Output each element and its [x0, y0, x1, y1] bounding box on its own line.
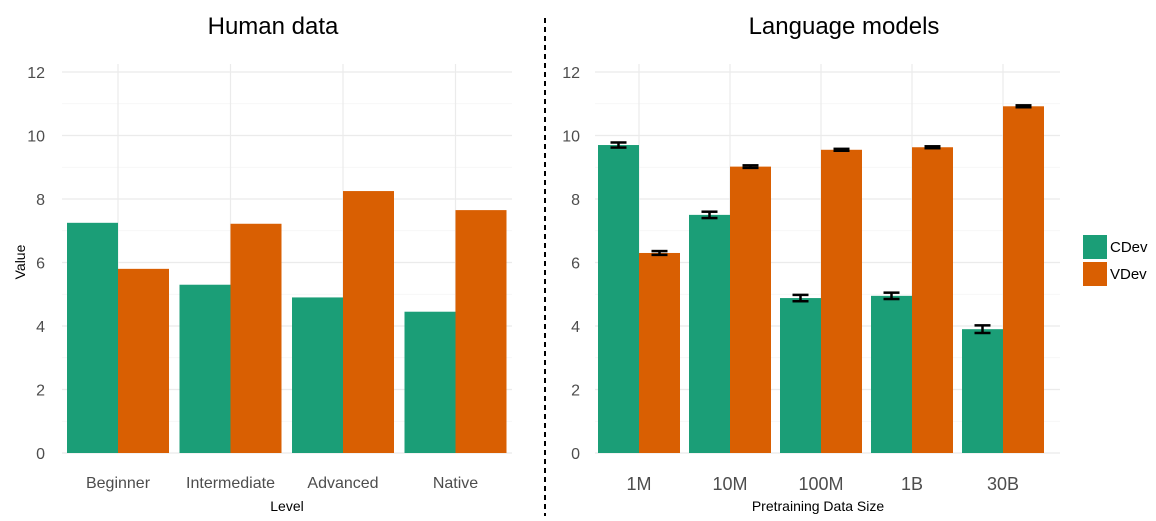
error-bar-cdev-1m — [610, 141, 627, 149]
legend: CDev VDev — [1083, 235, 1148, 286]
x-tick-label: 30B — [987, 474, 1019, 494]
error-bar-vdev-1b — [924, 145, 941, 150]
bar-vdev-100m — [821, 149, 862, 453]
error-bar-cdev-30b — [974, 324, 991, 335]
y-tick-label: 2 — [36, 383, 45, 400]
bar-vdev-beginner — [118, 268, 169, 453]
bar-cdev-native — [404, 311, 456, 453]
error-bar-cdev-100m — [792, 293, 809, 303]
right-x-axis-label: Pretraining Data Size — [752, 498, 885, 514]
bar-cdev-1m — [598, 145, 639, 453]
y-tick-label: 12 — [562, 65, 580, 82]
error-bar-vdev-10m — [742, 164, 759, 170]
legend-label-cdev: CDev — [1110, 239, 1148, 256]
y-tick-label: 6 — [571, 256, 580, 273]
y-tick-label: 2 — [571, 383, 580, 400]
error-bar-vdev-1m — [651, 249, 668, 257]
y-tick-label: 0 — [571, 446, 580, 463]
y-tick-label: 6 — [36, 256, 45, 273]
bar-vdev-10m — [730, 166, 771, 454]
y-tick-label: 10 — [562, 129, 580, 146]
y-axis-label: Value — [12, 244, 28, 279]
y-tick-label: 4 — [36, 319, 45, 336]
bar-cdev-10m — [689, 214, 730, 453]
bar-cdev-100m — [780, 298, 821, 453]
x-tick-label: 1M — [626, 474, 651, 494]
error-bar-cdev-1b — [883, 291, 900, 301]
bar-vdev-intermediate — [230, 223, 282, 453]
y-tick-label: 4 — [571, 319, 580, 336]
legend-label-vdev: VDev — [1110, 266, 1147, 283]
legend-swatch-cdev — [1083, 235, 1107, 259]
bar-cdev-beginner — [67, 222, 118, 453]
legend-swatch-vdev — [1083, 262, 1107, 286]
error-bar-vdev-100m — [833, 147, 850, 152]
y-tick-label: 8 — [36, 192, 45, 209]
x-tick-label: 1B — [901, 474, 923, 494]
bar-vdev-advanced — [343, 191, 394, 453]
bar-cdev-30b — [962, 329, 1003, 453]
x-tick-label: 10M — [712, 474, 747, 494]
x-tick-label: Intermediate — [186, 475, 275, 492]
x-tick-label: 100M — [798, 474, 843, 494]
x-tick-label: Native — [433, 475, 478, 492]
bar-cdev-intermediate — [179, 284, 231, 453]
error-bar-cdev-10m — [701, 210, 718, 220]
bar-vdev-1m — [639, 252, 680, 453]
left-panel-title: Human data — [208, 13, 339, 40]
error-bar-vdev-30b — [1015, 104, 1032, 109]
y-tick-label: 0 — [36, 446, 45, 463]
bar-cdev-1b — [871, 295, 912, 453]
panel-human-data: 0 2 4 6 8 10 12 Beginner Intermediate Advanced Nat… — [27, 64, 512, 492]
x-tick-label: Advanced — [307, 475, 378, 492]
right-panel-title: Language models — [749, 13, 940, 40]
y-tick-label: 8 — [571, 192, 580, 209]
x-tick-label: Beginner — [86, 475, 151, 492]
y-tick-label: 12 — [27, 65, 45, 82]
panel-language-models: 0 2 4 6 8 10 12 1M 10M 100M 1B 30B — [562, 64, 1060, 494]
bar-vdev-1b — [912, 147, 953, 453]
y-tick-label: 10 — [27, 129, 45, 146]
bar-vdev-native — [455, 210, 507, 453]
bar-vdev-30b — [1003, 106, 1044, 453]
bar-cdev-advanced — [292, 297, 343, 453]
left-x-axis-label: Level — [270, 498, 303, 514]
